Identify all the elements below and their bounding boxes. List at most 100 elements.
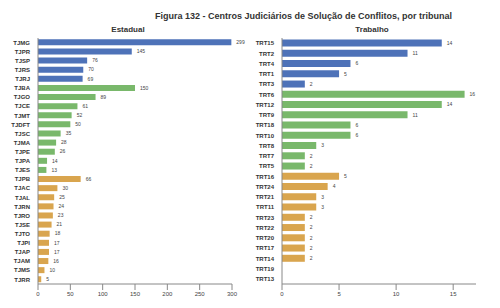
svg-text:TJGO: TJGO	[14, 94, 31, 100]
svg-text:61: 61	[82, 103, 88, 109]
svg-text:18: 18	[55, 230, 61, 236]
svg-text:150: 150	[130, 291, 141, 297]
svg-text:TRT8: TRT8	[259, 143, 275, 149]
svg-text:TRT5: TRT5	[259, 163, 275, 169]
svg-text:2: 2	[310, 81, 313, 87]
svg-text:TRT17: TRT17	[256, 245, 275, 251]
svg-text:24: 24	[59, 203, 65, 209]
svg-text:50: 50	[67, 291, 74, 297]
svg-text:TJPA: TJPA	[15, 158, 31, 164]
svg-text:TRT18: TRT18	[256, 122, 275, 128]
svg-text:TJPR: TJPR	[15, 49, 31, 55]
svg-text:21: 21	[57, 221, 63, 227]
svg-text:TJRJ: TJRJ	[15, 76, 30, 82]
svg-text:TJPB: TJPB	[15, 176, 31, 182]
svg-text:28: 28	[61, 139, 67, 145]
svg-text:TJMG: TJMG	[13, 40, 30, 46]
svg-text:2: 2	[310, 224, 313, 230]
svg-text:TJPE: TJPE	[15, 149, 30, 155]
svg-text:TRT19: TRT19	[256, 266, 275, 272]
svg-text:2: 2	[310, 214, 313, 220]
svg-text:16: 16	[470, 91, 476, 97]
svg-text:TRT14: TRT14	[256, 256, 275, 262]
svg-text:2: 2	[310, 235, 313, 241]
svg-text:5: 5	[46, 276, 49, 282]
svg-text:16: 16	[53, 258, 59, 264]
svg-text:6: 6	[355, 132, 358, 138]
svg-text:2: 2	[310, 153, 313, 159]
svg-text:50: 50	[75, 121, 81, 127]
svg-text:70: 70	[88, 66, 94, 72]
svg-text:26: 26	[60, 148, 66, 154]
svg-text:17: 17	[54, 240, 60, 246]
svg-text:TJMT: TJMT	[14, 113, 30, 119]
svg-text:100: 100	[98, 291, 109, 297]
svg-text:3: 3	[321, 142, 324, 148]
svg-text:76: 76	[92, 57, 98, 63]
svg-text:TRT22: TRT22	[256, 225, 275, 231]
svg-text:TRT23: TRT23	[256, 215, 275, 221]
svg-text:13: 13	[51, 167, 57, 173]
svg-text:TRT7: TRT7	[259, 153, 275, 159]
svg-text:14: 14	[447, 40, 453, 46]
svg-text:25: 25	[59, 194, 65, 200]
svg-text:TJSE: TJSE	[15, 222, 30, 228]
svg-text:66: 66	[86, 176, 92, 182]
svg-text:TRT4: TRT4	[259, 61, 275, 67]
svg-text:TRT13: TRT13	[256, 276, 275, 282]
svg-text:5: 5	[344, 71, 347, 77]
svg-text:TJPI: TJPI	[17, 240, 30, 246]
svg-text:TJMA: TJMA	[14, 140, 31, 146]
svg-text:200: 200	[162, 291, 173, 297]
svg-text:TJAL: TJAL	[15, 195, 30, 201]
svg-text:TRT12: TRT12	[256, 102, 275, 108]
svg-text:52: 52	[77, 112, 83, 118]
svg-text:TJAC: TJAC	[14, 185, 30, 191]
svg-text:TRT24: TRT24	[256, 184, 275, 190]
svg-text:4: 4	[333, 183, 336, 189]
svg-text:TRT21: TRT21	[256, 194, 275, 200]
svg-text:TRT10: TRT10	[256, 133, 275, 139]
svg-text:299: 299	[236, 39, 245, 45]
svg-text:TJSP: TJSP	[15, 58, 30, 64]
svg-text:TJRO: TJRO	[14, 213, 30, 219]
svg-text:TRT16: TRT16	[256, 174, 275, 180]
svg-text:10: 10	[393, 291, 400, 297]
svg-text:300: 300	[227, 291, 238, 297]
svg-text:14: 14	[447, 101, 453, 107]
svg-text:TJCE: TJCE	[15, 103, 30, 109]
svg-text:23: 23	[58, 212, 64, 218]
svg-text:TJTO: TJTO	[15, 231, 31, 237]
svg-text:0: 0	[36, 291, 40, 297]
svg-text:TJBA: TJBA	[14, 85, 30, 91]
svg-text:TJAP: TJAP	[15, 249, 30, 255]
svg-text:14: 14	[52, 158, 58, 164]
svg-text:TJRR: TJRR	[14, 277, 30, 283]
svg-text:5: 5	[337, 291, 341, 297]
svg-text:15: 15	[450, 291, 457, 297]
svg-text:TRT11: TRT11	[256, 204, 275, 210]
svg-text:TJSC: TJSC	[15, 131, 31, 137]
svg-text:17: 17	[54, 249, 60, 255]
svg-text:30: 30	[62, 185, 68, 191]
svg-text:10: 10	[49, 267, 55, 273]
svg-text:35: 35	[66, 130, 72, 136]
svg-text:3: 3	[321, 194, 324, 200]
svg-text:250: 250	[195, 291, 206, 297]
svg-text:TJAM: TJAM	[14, 258, 30, 264]
svg-text:2: 2	[310, 163, 313, 169]
svg-text:TRT6: TRT6	[259, 92, 275, 98]
svg-text:6: 6	[355, 122, 358, 128]
svg-text:145: 145	[137, 48, 146, 54]
svg-text:2: 2	[310, 245, 313, 251]
svg-text:TJES: TJES	[15, 167, 30, 173]
svg-text:5: 5	[344, 173, 347, 179]
svg-text:TRT2: TRT2	[259, 51, 275, 57]
svg-text:3: 3	[321, 204, 324, 210]
svg-text:TRT3: TRT3	[259, 81, 275, 87]
svg-text:69: 69	[88, 76, 94, 82]
svg-text:11: 11	[413, 50, 418, 56]
svg-text:TRT9: TRT9	[259, 112, 275, 118]
svg-text:TRT1: TRT1	[259, 71, 275, 77]
svg-text:TJDFT: TJDFT	[11, 122, 30, 128]
